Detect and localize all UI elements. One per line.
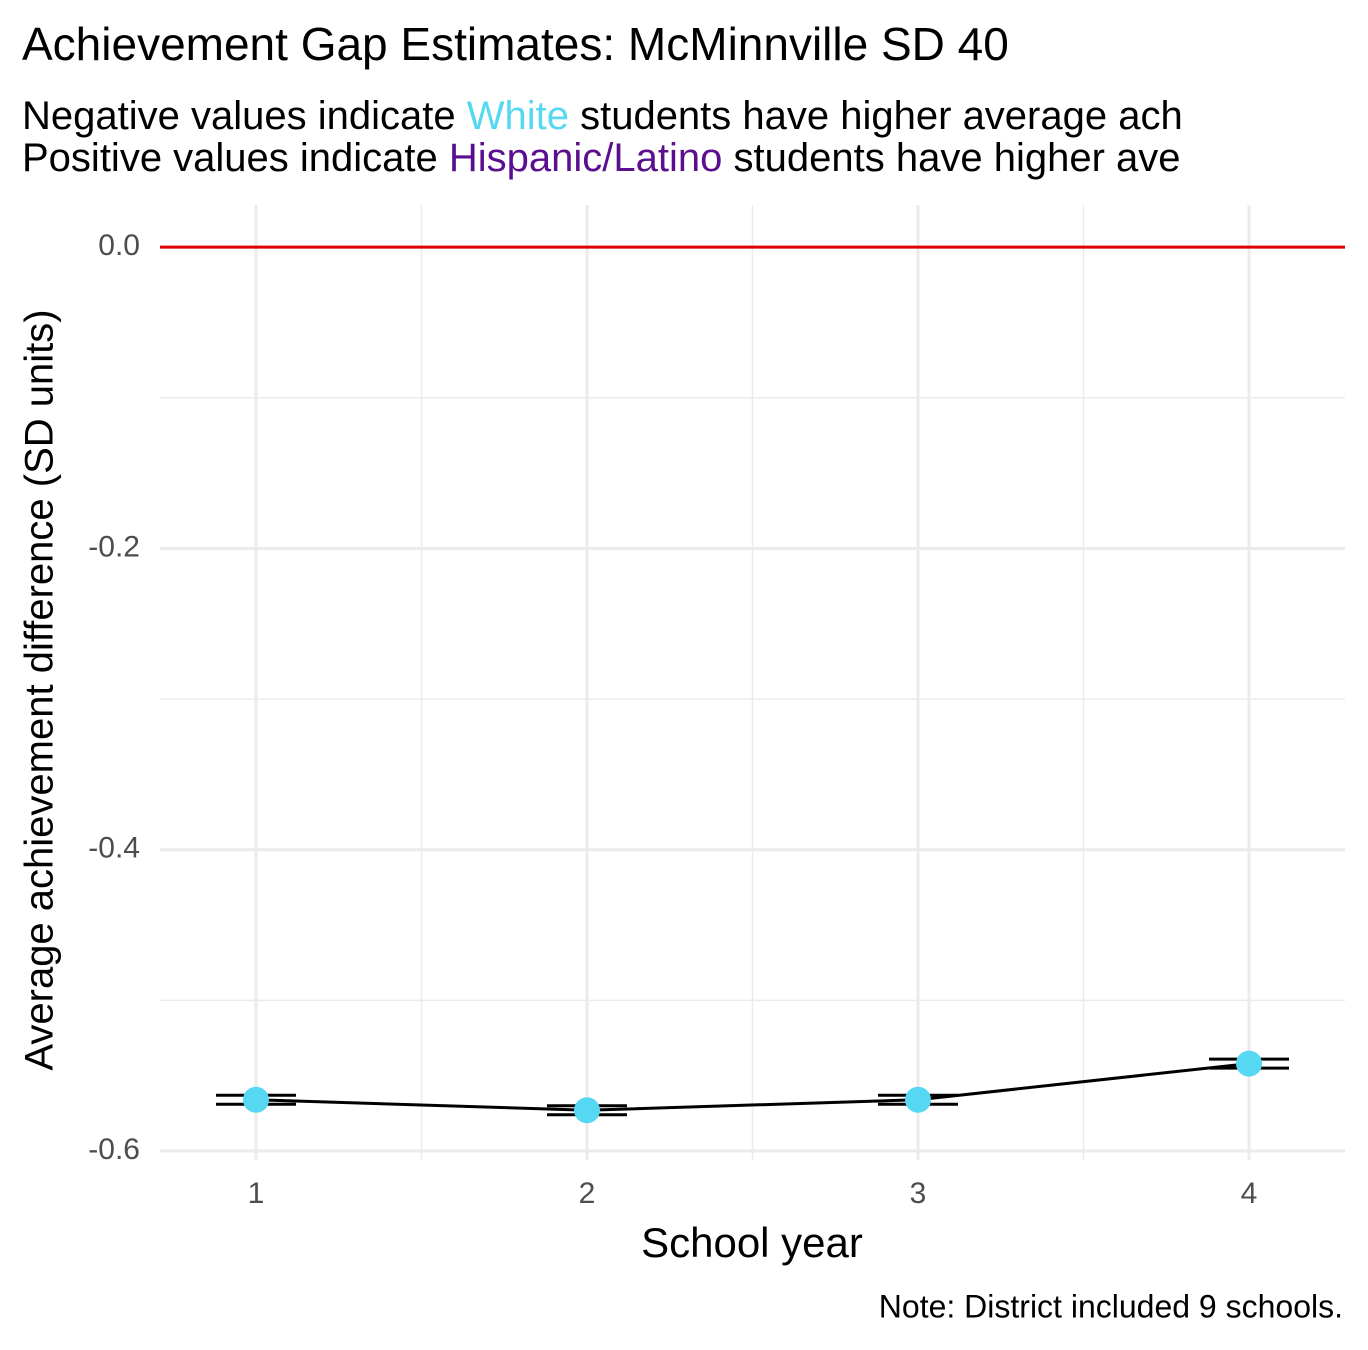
x-tick-label: 1 (248, 1177, 265, 1210)
x-tick-label: 4 (1241, 1177, 1258, 1210)
x-tick-label: 3 (910, 1177, 927, 1210)
subtitle-part: Positive values indicate (22, 136, 449, 180)
y-tick-label: -0.2 (88, 530, 140, 563)
subtitle-part: students have higher ave (722, 136, 1180, 180)
subtitle-part: Hispanic/Latino (449, 136, 723, 180)
subtitle-part: White (467, 94, 569, 138)
point (905, 1086, 932, 1113)
chart-title: Achievement Gap Estimates: McMinnville S… (22, 18, 1009, 70)
point (1236, 1050, 1263, 1077)
subtitle-part: students have higher average ach (569, 94, 1183, 138)
y-tick-label: -0.4 (88, 832, 140, 865)
point (573, 1097, 600, 1124)
subtitle-line: Negative values indicate White students … (22, 94, 1183, 138)
x-tick-label: 2 (579, 1177, 596, 1210)
point (242, 1086, 269, 1113)
caption: Note: District included 9 schools. (879, 1288, 1343, 1324)
line (255, 1062, 1250, 1112)
y-tick-label: 0.0 (98, 229, 140, 262)
y-axis-title: Average achievement difference (SD units… (18, 309, 62, 1070)
y-tick-label: -0.6 (88, 1133, 140, 1166)
x-axis-title: School year (641, 1219, 863, 1266)
subtitle-part: Negative values indicate (22, 94, 467, 138)
subtitle-line: Positive values indicate Hispanic/Latino… (22, 136, 1181, 180)
